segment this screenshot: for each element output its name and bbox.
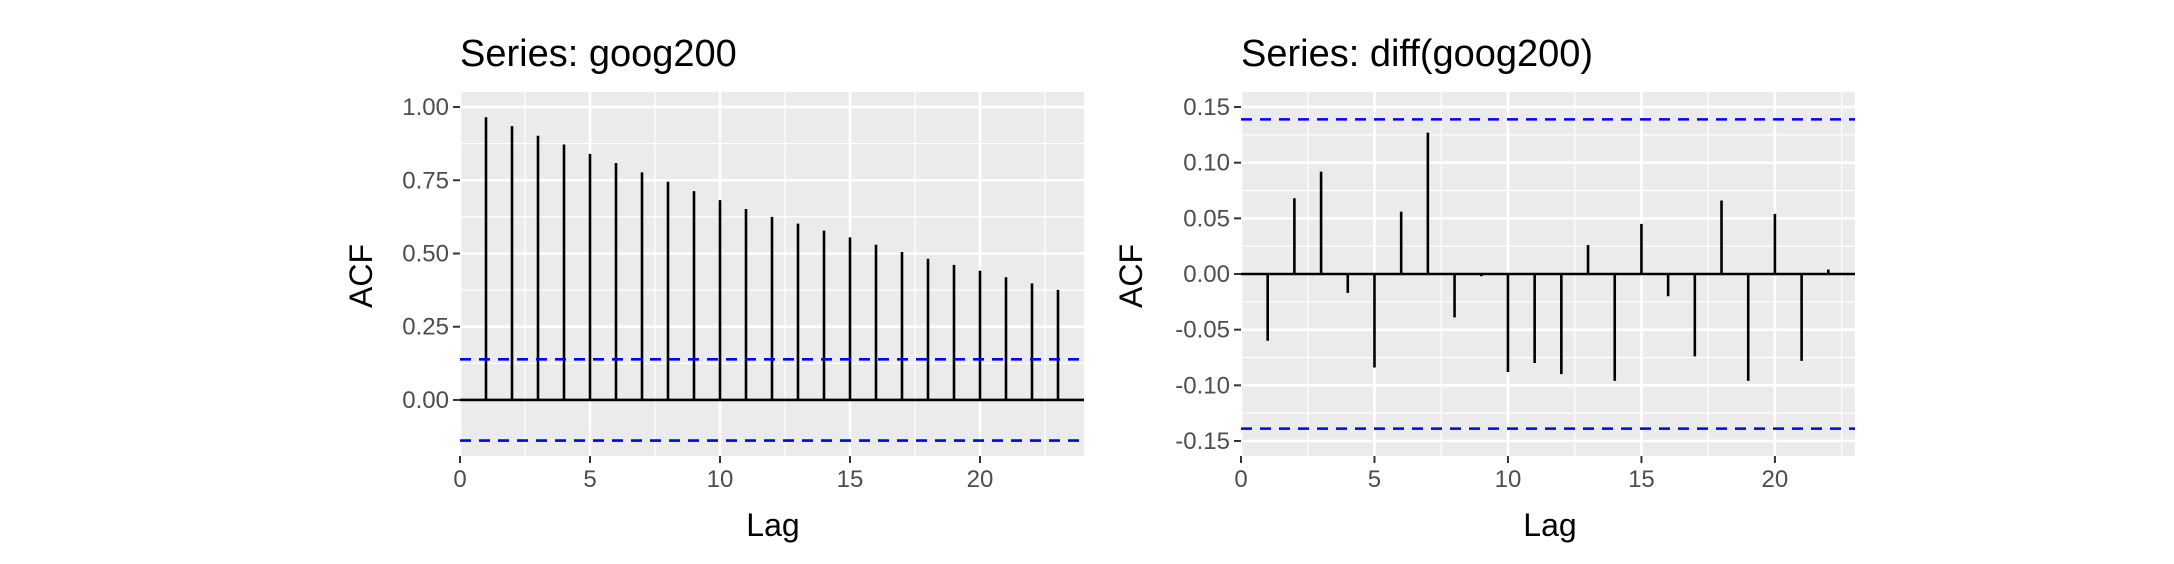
acf-panel-goog200: Series: goog200 Lag ACF 0 5 10 15 20 0.00 0.25… xyxy=(343,33,1084,543)
y-tick-label: 0.75 xyxy=(402,167,449,194)
x-tick-label: 5 xyxy=(1368,466,1381,493)
x-tick-label: 5 xyxy=(583,466,596,493)
x-tick-label: 15 xyxy=(837,466,864,493)
y-tick-label: 0.15 xyxy=(1183,94,1230,121)
x-tick-label: 0 xyxy=(1234,466,1247,493)
x-tick-label: 15 xyxy=(1628,466,1655,493)
y-tick-label: 1.00 xyxy=(402,94,449,121)
y-tick-label: -0.10 xyxy=(1175,372,1230,399)
y-tick-label: -0.15 xyxy=(1175,428,1230,455)
y-axis-title: ACF xyxy=(1113,244,1149,308)
x-tick-label: 20 xyxy=(1762,466,1789,493)
chart-title: Series: diff(goog200) xyxy=(1241,33,1593,75)
x-tick-label: 10 xyxy=(707,466,734,493)
x-axis-title: Lag xyxy=(1523,507,1576,543)
y-tick-label: 0.50 xyxy=(402,240,449,267)
x-tick-label: 20 xyxy=(967,466,994,493)
x-tick-label: 10 xyxy=(1495,466,1522,493)
y-tick-label: 0.25 xyxy=(402,314,449,341)
x-tick-label: 0 xyxy=(453,466,466,493)
x-axis-title: Lag xyxy=(746,507,799,543)
y-axis-title: ACF xyxy=(343,244,379,308)
y-tick-label: -0.05 xyxy=(1175,317,1230,344)
y-tick-label: 0.05 xyxy=(1183,205,1230,232)
acf-panel-diff-goog200: Series: diff(goog200) Lag ACF 0 5 10 15 20 -0… xyxy=(1113,33,1855,543)
y-tick-label: 0.00 xyxy=(402,387,449,414)
y-tick-label: 0.10 xyxy=(1183,150,1230,177)
y-tick-label: 0.00 xyxy=(1183,261,1230,288)
chart-title: Series: goog200 xyxy=(460,33,737,75)
